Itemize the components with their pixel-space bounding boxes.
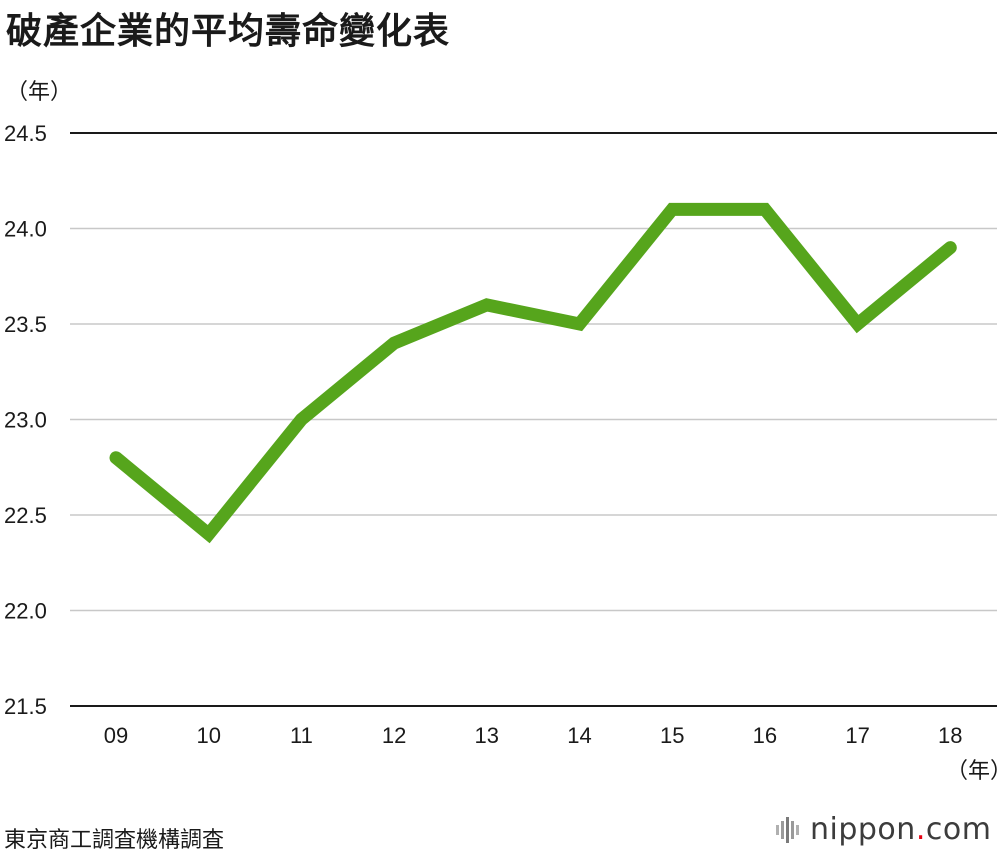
x-tick-label: 10 <box>196 723 220 748</box>
gridlines <box>70 132 997 707</box>
x-tick-label: 13 <box>475 723 499 748</box>
brand-name: nippon <box>810 812 916 847</box>
y-tick-label: 21.5 <box>4 694 47 719</box>
x-tick-label: 18 <box>938 723 962 748</box>
x-axis-ticks: 09 10 11 12 13 14 15 16 17 18 <box>104 723 963 748</box>
y-axis-ticks: 21.5 22.0 22.5 23.0 23.5 24.0 24.5 <box>4 121 47 719</box>
y-tick-label: 24.0 <box>4 217 47 242</box>
series-line <box>109 202 957 544</box>
brand-tld: com <box>925 812 992 847</box>
x-tick-label: 16 <box>753 723 777 748</box>
nippon-logo: nippon.com <box>776 812 991 847</box>
chart-title: 破產企業的平均壽命變化表 <box>6 11 451 52</box>
x-tick-label: 17 <box>845 723 869 748</box>
x-tick-label: 15 <box>660 723 684 748</box>
x-tick-label: 14 <box>567 723 591 748</box>
y-tick-label: 22.5 <box>4 503 47 528</box>
x-tick-label: 12 <box>382 723 406 748</box>
series-layer <box>109 202 957 544</box>
brand-dot: . <box>915 812 926 847</box>
nippon-wordmark: nippon.com <box>810 812 991 847</box>
y-tick-label: 24.5 <box>4 121 47 146</box>
x-axis-unit-label: （年） <box>946 759 1000 784</box>
y-tick-label: 23.0 <box>4 408 47 433</box>
y-tick-label: 22.0 <box>4 599 47 624</box>
y-axis-unit-label: （年） <box>6 80 73 105</box>
source-note: 東京商工調査機構調査 <box>4 828 225 853</box>
nippon-mark-icon <box>776 816 799 843</box>
y-tick-label: 23.5 <box>4 312 47 337</box>
x-tick-label: 09 <box>104 723 128 748</box>
x-tick-label: 11 <box>290 723 313 748</box>
